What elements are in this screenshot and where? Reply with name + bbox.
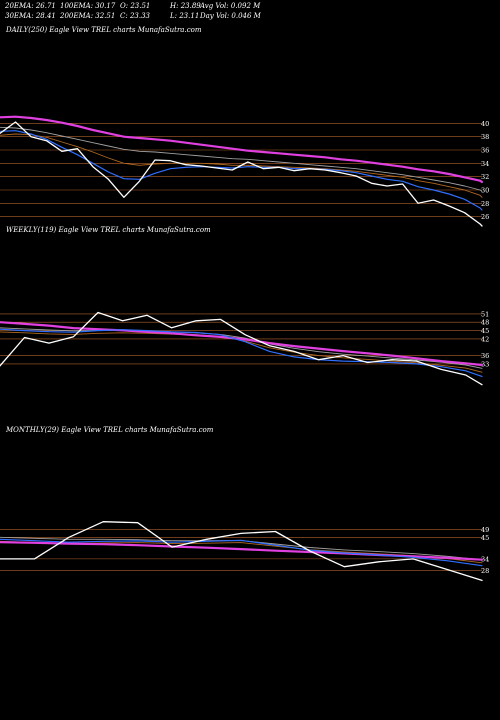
daily-panel: 40 38 36 34 32 30 28 26 (0, 115, 489, 227)
header-200ema: 200EMA: 32.51 (60, 12, 116, 20)
monthly-ema-blue-line (0, 538, 483, 567)
monthly-y-tick-label: 45 (481, 534, 489, 542)
daily-y-tick-label: 40 (481, 120, 489, 128)
weekly-y-tick-label: 33 (481, 360, 489, 368)
weekly-ema-gray-line (0, 327, 483, 369)
header-20ema: 20EMA: 26.71 (5, 2, 56, 10)
weekly-y-tick-label: 45 (481, 327, 489, 335)
monthly-price-line (0, 521, 483, 582)
daily-y-tick-label: 32 (481, 173, 489, 181)
monthly-y-tick-label: 34 (481, 555, 489, 563)
weekly-y-tick-label: 51 (481, 310, 489, 318)
daily-y-tick-label: 26 (481, 213, 489, 221)
daily-ema-orange-line (0, 133, 483, 198)
weekly-panel-title: WEEKLY(119) Eagle View TREL charts Munaf… (6, 226, 211, 234)
daily-ema-gray-line (0, 126, 483, 192)
daily-y-tick-label: 34 (481, 160, 489, 168)
weekly-y-tick-label: 48 (481, 319, 489, 327)
header-open: O: 23.51 (120, 2, 151, 10)
monthly-y-tick-label: 49 (481, 526, 489, 534)
daily-y-tick-label: 38 (481, 133, 489, 141)
daily-y-tick-label: 28 (481, 200, 489, 208)
header-day-vol: Day Vol: 0.046 M (200, 12, 261, 20)
daily-y-tick-label: 30 (481, 187, 489, 195)
weekly-y-tick-label: 42 (481, 335, 489, 343)
daily-panel-title: DAILY(250) Eagle View TREL charts Munafa… (6, 26, 202, 34)
header-30ema: 30EMA: 28.41 (5, 12, 56, 20)
weekly-y-tick-label: 36 (481, 352, 489, 360)
header-close: C: 23.33 (120, 12, 150, 20)
weekly-price-line (0, 311, 483, 386)
daily-ema-magenta-line (0, 115, 484, 184)
daily-ema-blue-line (0, 130, 483, 211)
weekly-ema-blue-line (0, 328, 483, 377)
monthly-panel-title: MONTHLY(29) Eagle View TREL charts Munaf… (6, 426, 214, 434)
weekly-ema-magenta-line (0, 321, 484, 367)
monthly-y-tick-label: 28 (481, 567, 489, 575)
header-low: L: 23.11 (170, 12, 200, 20)
header-avg-vol: Avg Vol: 0.092 M (200, 2, 261, 10)
header-high: H: 23.89 (170, 2, 201, 10)
header-100ema: 100EMA: 30.17 (60, 2, 116, 10)
daily-y-tick-label: 36 (481, 147, 489, 155)
monthly-ema-magenta-line (0, 541, 484, 561)
daily-price-line (0, 121, 483, 227)
